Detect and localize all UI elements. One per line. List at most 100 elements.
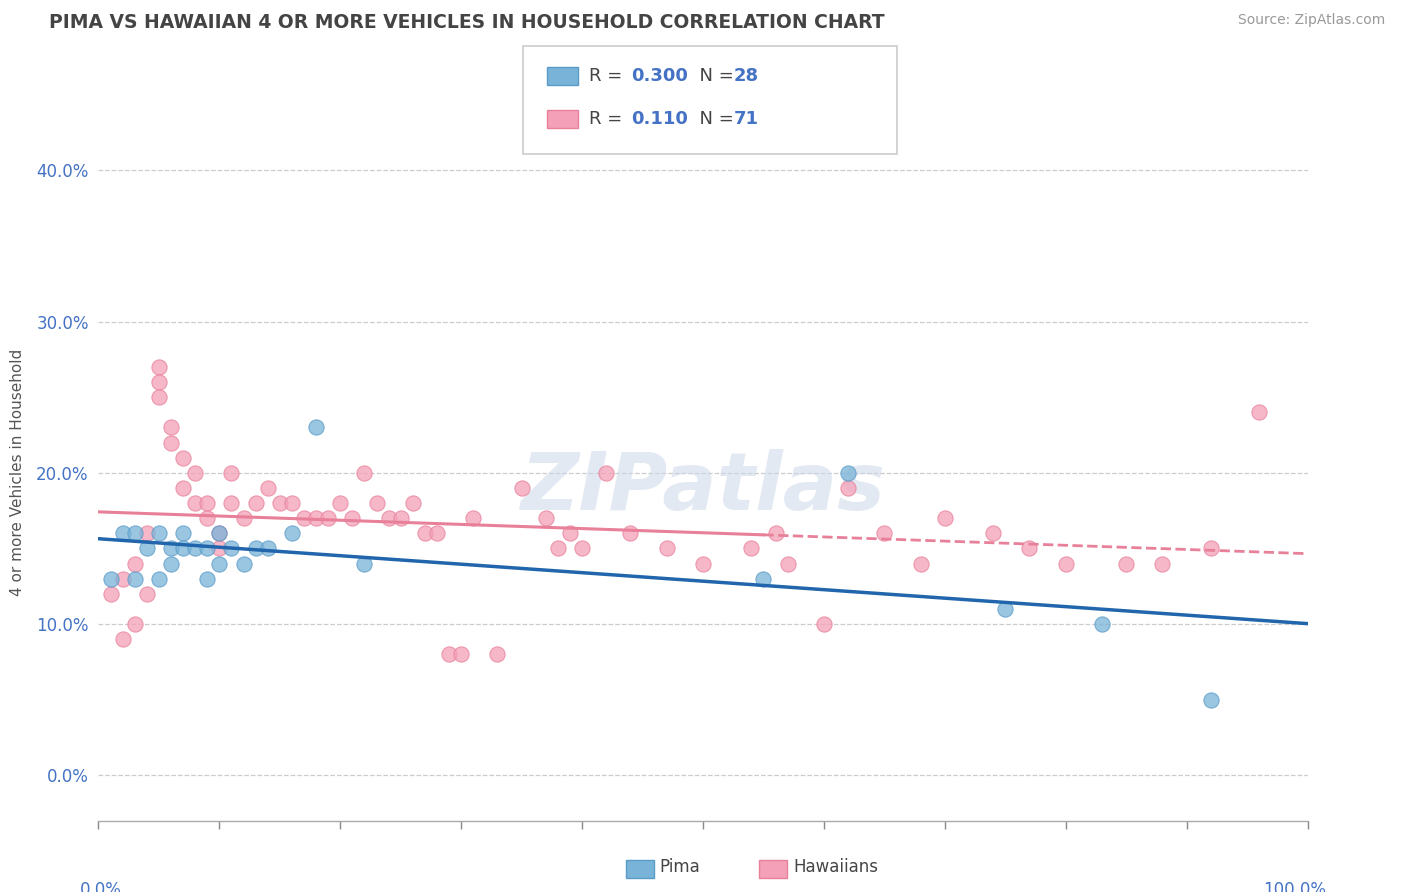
Point [305,420,328,434]
Y-axis label: 4 or more Vehicles in Household: 4 or more Vehicles in Household [10,349,25,597]
Point [135,541,157,556]
Point [195,572,218,586]
Point [245,541,267,556]
Text: 0.300: 0.300 [631,67,688,85]
Point [595,466,617,480]
Point [100,587,122,601]
Text: PIMA VS HAWAIIAN 4 OR MORE VEHICLES IN HOUSEHOLD CORRELATION CHART: PIMA VS HAWAIIAN 4 OR MORE VEHICLES IN H… [49,13,884,32]
Point [426,526,449,541]
Point [195,541,218,556]
Text: 28: 28 [734,67,759,85]
Point [124,572,146,586]
Point [281,496,304,510]
Point [148,375,170,389]
Point [1199,541,1222,556]
Point [124,526,146,541]
Point [437,647,460,661]
Point [208,526,231,541]
Point [148,572,170,586]
Point [910,557,932,571]
Text: N =: N = [688,110,740,128]
Point [1091,617,1114,632]
Point [221,541,243,556]
Point [692,557,714,571]
Text: 0.110: 0.110 [631,110,688,128]
Point [160,420,183,434]
Point [135,526,157,541]
Text: N =: N = [688,67,740,85]
Point [256,481,278,495]
Point [353,557,375,571]
Point [994,602,1017,616]
Point [752,572,775,586]
Point [208,557,231,571]
Point [111,572,134,586]
Point [232,511,254,525]
Point [873,526,896,541]
Point [111,632,134,647]
Text: Pima: Pima [659,858,700,876]
Point [353,466,375,480]
Point [366,496,388,510]
Point [100,572,122,586]
Point [208,541,231,556]
Point [135,587,157,601]
Text: 0.0%: 0.0% [80,881,122,892]
Point [1115,557,1137,571]
Point [195,511,218,525]
Point [329,496,352,510]
Text: ZIPatlas: ZIPatlas [520,449,886,527]
Point [124,557,146,571]
Point [172,450,194,465]
Point [305,511,328,525]
Point [184,541,207,556]
Point [813,617,835,632]
Point [837,481,859,495]
Point [377,511,399,525]
Point [172,526,194,541]
Point [655,541,678,556]
Point [245,496,267,510]
Point [208,526,231,541]
Point [124,617,146,632]
Point [111,526,134,541]
Point [184,496,207,510]
Point [160,557,183,571]
Point [184,466,207,480]
Point [450,647,472,661]
Point [342,511,364,525]
Point [619,526,641,541]
Point [534,511,557,525]
Text: Hawaiians: Hawaiians [793,858,877,876]
Point [776,557,799,571]
Point [195,496,218,510]
Text: R =: R = [589,67,628,85]
Point [256,541,278,556]
Point [389,511,412,525]
Point [547,541,569,556]
Text: Source: ZipAtlas.com: Source: ZipAtlas.com [1237,13,1385,28]
Point [160,435,183,450]
Point [765,526,787,541]
Point [510,481,533,495]
Point [172,481,194,495]
Point [148,390,170,404]
Point [1018,541,1040,556]
Point [269,496,291,510]
Point [1054,557,1077,571]
Point [1199,692,1222,706]
Text: R =: R = [589,110,628,128]
Text: 71: 71 [734,110,759,128]
Point [981,526,1004,541]
Point [413,526,436,541]
Point [281,526,304,541]
Point [837,466,859,480]
Point [316,511,339,525]
Point [221,466,243,480]
Point [292,511,315,525]
Point [160,541,183,556]
Point [463,511,485,525]
Point [232,557,254,571]
Point [148,526,170,541]
Point [558,526,581,541]
